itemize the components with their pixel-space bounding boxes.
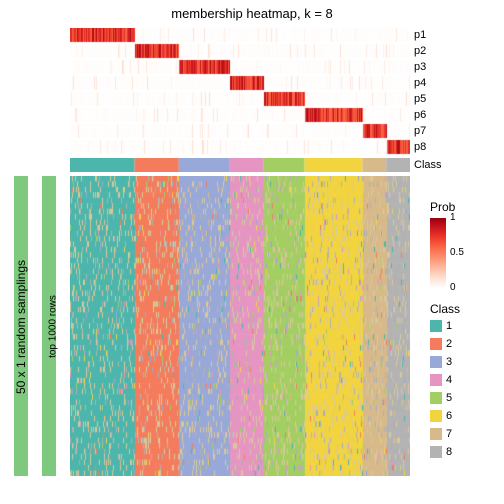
- p-label-8: p8: [414, 141, 426, 153]
- class-bar: [70, 158, 410, 172]
- prob-tick-0.5: 0.5: [450, 247, 464, 258]
- class-legend-label-6: 6: [446, 410, 452, 422]
- class-swatch-1: [430, 320, 442, 332]
- p-label-7: p7: [414, 125, 426, 137]
- class-legend-item-8: 8: [430, 446, 452, 458]
- class-swatch-3: [430, 356, 442, 368]
- p-rows-heatmap: [70, 28, 410, 156]
- p-label-2: p2: [414, 45, 426, 57]
- p-label-3: p3: [414, 61, 426, 73]
- class-swatch-2: [430, 338, 442, 350]
- class-legend-label-3: 3: [446, 356, 452, 368]
- class-swatch-5: [430, 392, 442, 404]
- class-legend-item-5: 5: [430, 392, 452, 404]
- class-legend-item-1: 1: [430, 320, 452, 332]
- class-legend-label-2: 2: [446, 338, 452, 350]
- class-legend-label-5: 5: [446, 392, 452, 404]
- class-legend-item-6: 6: [430, 410, 452, 422]
- class-swatch-8: [430, 446, 442, 458]
- class-legend-title: Class: [430, 302, 460, 316]
- sampling-label: 50 x 1 random samplings: [14, 257, 28, 397]
- class-swatch-4: [430, 374, 442, 386]
- class-legend-item-7: 7: [430, 428, 452, 440]
- class-swatch-7: [430, 428, 442, 440]
- chart-title: membership heatmap, k = 8: [171, 6, 333, 21]
- class-swatch-6: [430, 410, 442, 422]
- prob-legend-gradient: [430, 218, 446, 288]
- prob-tick-0: 0: [450, 282, 456, 293]
- p-label-6: p6: [414, 109, 426, 121]
- class-legend-item-4: 4: [430, 374, 452, 386]
- class-bar-label: Class: [414, 159, 442, 171]
- class-legend-label-4: 4: [446, 374, 452, 386]
- p-label-4: p4: [414, 77, 426, 89]
- p-label-1: p1: [414, 29, 426, 41]
- class-legend-label-1: 1: [446, 320, 452, 332]
- class-legend-label-7: 7: [446, 428, 452, 440]
- p-label-5: p5: [414, 93, 426, 105]
- prob-tick-1: 1: [450, 212, 456, 223]
- class-legend-item-3: 3: [430, 356, 452, 368]
- class-legend-item-2: 2: [430, 338, 452, 350]
- main-heatmap: [70, 176, 410, 476]
- class-legend-label-8: 8: [446, 446, 452, 458]
- rows-label: top 1000 rows: [48, 277, 59, 377]
